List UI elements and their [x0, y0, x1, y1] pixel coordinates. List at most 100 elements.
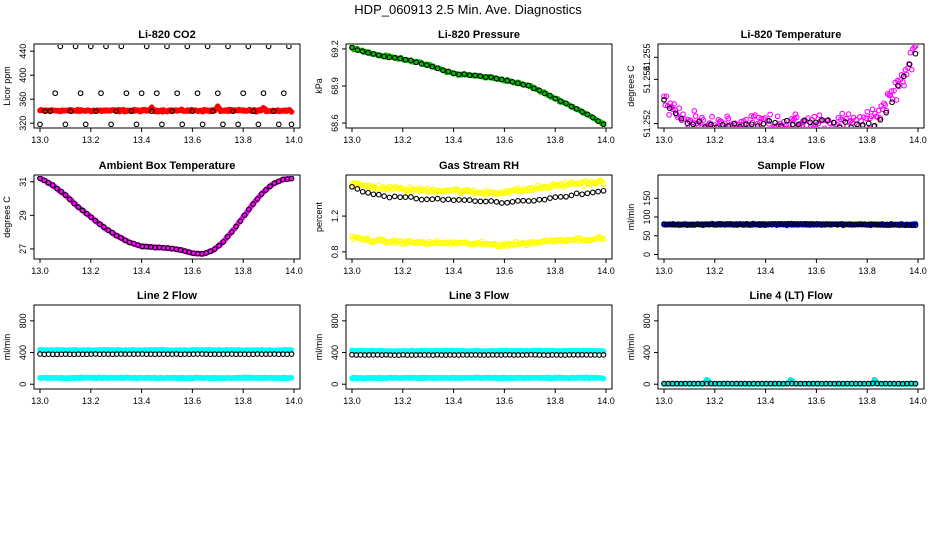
data-point [813, 220, 820, 227]
data-point [678, 115, 685, 122]
y-tick-label: 50 [642, 231, 652, 241]
data-point [466, 197, 473, 203]
y-axis-label: ml/min [2, 334, 12, 361]
data-point [581, 183, 587, 189]
series-line3-cyan-high [349, 347, 607, 355]
data-point [408, 57, 414, 64]
data-point [705, 221, 712, 228]
data-point [113, 108, 120, 115]
data-point [509, 79, 516, 85]
data-point [820, 221, 827, 227]
data-point [871, 122, 878, 127]
data-point [600, 375, 607, 382]
x-tick-label: 13.2 [82, 266, 100, 276]
data-point [422, 186, 428, 193]
data-point [684, 126, 689, 127]
data-point [782, 221, 788, 227]
data-point [541, 196, 548, 203]
y-tick-label: 400 [18, 68, 28, 83]
data-point [128, 108, 135, 115]
chart-pressure: Li-820 Pressure kPa 13.0 13.2 13.4 13.6 13.8 14… [314, 29, 615, 145]
data-point [584, 190, 591, 197]
data-point [702, 123, 709, 127]
y-tick-label: 68.6 [330, 114, 340, 132]
x-tick-label: 14.0 [597, 396, 615, 406]
data-point [600, 236, 607, 242]
data-point [737, 221, 744, 227]
data-point [482, 198, 489, 205]
data-point [912, 222, 919, 229]
data-point [93, 108, 99, 115]
data-point [557, 194, 564, 200]
data-point [209, 108, 216, 115]
y-axis-label: ml/min [626, 204, 636, 231]
y-tick-label: 31 [18, 177, 28, 187]
x-tick-label: 14.0 [597, 266, 615, 276]
x-tick-label: 13.0 [655, 135, 673, 145]
data-point [852, 221, 858, 228]
data-point [760, 120, 767, 127]
data-point [207, 248, 214, 255]
x-tick-label: 13.6 [496, 396, 514, 406]
data-point [737, 124, 743, 127]
y-tick-label: 29 [18, 210, 28, 220]
x-tick-label: 14.0 [285, 266, 303, 276]
data-point [547, 195, 553, 201]
series-line2-cyan-low [37, 374, 295, 382]
series-line2-black [37, 351, 295, 358]
data-point [865, 120, 872, 127]
data-point [724, 132, 729, 137]
data-point [896, 83, 902, 90]
chart-line3: Line 3 Flow ml/min 13.0 13.2 13.4 13.6 13.8 14.… [314, 290, 615, 406]
data-point [831, 131, 836, 136]
data-point [408, 194, 414, 200]
data-point [237, 218, 244, 224]
data-point [899, 222, 906, 228]
data-point [842, 221, 849, 228]
data-point [692, 221, 699, 228]
data-point [786, 128, 791, 133]
data-point [224, 233, 231, 240]
data-point [245, 45, 252, 50]
data-point [49, 182, 56, 189]
data-point [597, 234, 604, 241]
x-tick-label: 13.2 [706, 396, 724, 406]
data-point [62, 121, 69, 127]
data-point [683, 128, 688, 133]
chart-co2: Li-820 CO2 Licor ppm 13.0 13.2 13.4 13.6 13.8 1… [2, 29, 303, 145]
y-tick-label: 51.255 [642, 43, 652, 71]
x-tick-label: 13.0 [31, 266, 49, 276]
data-point [774, 113, 781, 120]
data-point [815, 126, 819, 127]
data-point [807, 221, 814, 227]
data-point [143, 45, 150, 50]
series-group [37, 346, 295, 382]
data-point [96, 221, 103, 228]
data-point [189, 108, 196, 115]
data-point [288, 176, 295, 182]
data-point [375, 52, 382, 58]
data-point [493, 199, 500, 205]
data-point [288, 121, 295, 127]
data-point [725, 123, 732, 127]
data-point [498, 200, 505, 206]
data-point [906, 61, 913, 68]
data-point [600, 121, 607, 127]
data-point [672, 110, 679, 117]
data-point [906, 222, 912, 229]
data-point [179, 121, 186, 127]
data-point [288, 347, 295, 353]
data-point [600, 187, 607, 194]
data-point [174, 90, 181, 97]
data-point [816, 112, 823, 119]
data-point [263, 187, 269, 193]
data-point [734, 221, 741, 228]
data-point [434, 195, 441, 202]
x-tick-label: 13.8 [234, 135, 252, 145]
data-point [912, 50, 919, 57]
data-point [782, 125, 788, 127]
data-point [520, 197, 527, 204]
data-point [424, 196, 430, 203]
y-axis-label: Licor ppm [2, 66, 12, 106]
series-rh-yellow-low [349, 233, 607, 250]
